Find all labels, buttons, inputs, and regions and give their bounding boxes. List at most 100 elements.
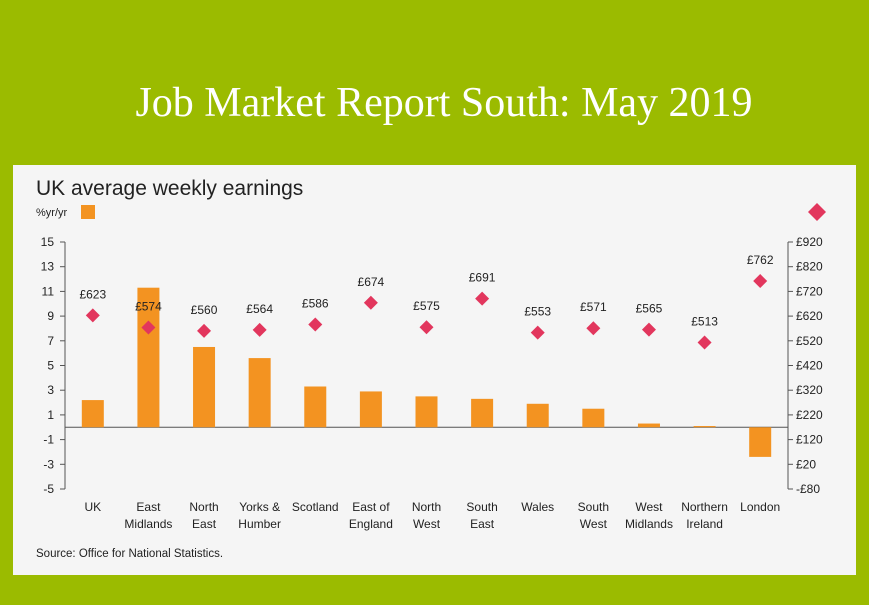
data-label: £762 — [747, 253, 774, 267]
x-tick-label: Northern Ireland — [681, 500, 728, 531]
y-tick-label: 3 — [47, 383, 54, 397]
y2-tick-label: £220 — [796, 408, 823, 422]
y-tick-label: 15 — [41, 235, 55, 249]
diamond-marker — [530, 325, 545, 340]
x-tick-label: Yorks & Humber — [238, 500, 281, 531]
x-tick-label: North East — [189, 500, 218, 531]
x-tick-label: Wales — [521, 500, 554, 514]
bar — [637, 423, 660, 428]
y2-tick-label: £920 — [796, 235, 823, 249]
data-label: £564 — [246, 302, 273, 316]
slide-title: Job Market Report South: May 2019 — [135, 80, 752, 126]
y2-tick-label: £120 — [796, 433, 823, 447]
data-label: £513 — [691, 315, 718, 329]
label-line: Midlands — [625, 517, 673, 531]
bar — [693, 426, 716, 428]
y2-tick-label: £420 — [796, 359, 823, 373]
diamond-marker — [475, 291, 490, 306]
y-tick-label: -5 — [43, 482, 54, 496]
diamond-marker — [141, 320, 156, 335]
data-label: £674 — [358, 275, 385, 289]
label-line: West — [580, 517, 608, 531]
label-line: East — [470, 517, 495, 531]
y-tick-label: 9 — [47, 309, 54, 323]
x-tick-label: South East — [466, 500, 497, 531]
data-label: £574 — [135, 299, 162, 313]
x-tick-label: East Midlands — [124, 500, 172, 531]
bar — [526, 403, 549, 428]
label-line: Northern — [681, 500, 728, 514]
y-tick-label: 7 — [47, 334, 54, 348]
label-line: North — [189, 500, 218, 514]
data-label: £571 — [580, 300, 607, 314]
legend-diamond — [808, 203, 826, 221]
label-line: East — [136, 500, 161, 514]
diamond-marker — [641, 322, 656, 337]
label-line: East — [192, 517, 217, 531]
chart-title: UK average weekly earnings — [36, 177, 303, 200]
x-tick-label: Scotland — [292, 500, 339, 514]
bar — [81, 400, 104, 428]
x-tick-label: North West — [412, 500, 441, 531]
data-label: £586 — [302, 296, 329, 310]
y2-tick-label: £520 — [796, 334, 823, 348]
data-label: £691 — [469, 271, 496, 285]
label-line: West — [413, 517, 441, 531]
diamond-marker — [85, 308, 100, 323]
diamond-marker — [753, 274, 768, 289]
diamond-marker — [252, 322, 267, 337]
bar — [749, 427, 772, 457]
bar — [415, 396, 438, 428]
y2-tick-label: £820 — [796, 260, 823, 274]
diamond-marker — [308, 317, 323, 332]
bar — [248, 358, 271, 428]
y2-tick-label: £720 — [796, 284, 823, 298]
data-label: £560 — [191, 303, 218, 317]
x-tick-label: London — [740, 500, 780, 514]
legend-swatch — [81, 205, 95, 219]
source: Source: Office for National Statistics. — [36, 548, 223, 560]
y-tick-label: 5 — [47, 359, 54, 373]
y-tick-label: 11 — [42, 284, 55, 298]
diamond-marker — [586, 321, 601, 336]
label-line: South — [578, 500, 609, 514]
y2-tick-label: £320 — [796, 383, 823, 397]
x-tick-label: West Midlands — [625, 500, 673, 531]
y-tick-label: 1 — [47, 408, 54, 422]
diamond-marker — [419, 320, 434, 335]
data-label: £565 — [636, 302, 663, 316]
bar — [193, 346, 216, 428]
label-line: North — [412, 500, 441, 514]
bar — [304, 386, 327, 428]
y-tick-label: 13 — [41, 260, 55, 274]
label-line: South — [466, 500, 497, 514]
y-tick-label: -1 — [43, 433, 54, 447]
y2-tick-label: -£80 — [796, 482, 820, 496]
data-label: £575 — [413, 299, 440, 313]
label-line: Humber — [238, 517, 281, 531]
bar — [471, 398, 494, 428]
y-tick-label: -3 — [43, 457, 54, 471]
bar — [137, 287, 160, 428]
y-axis-label: %yr/yr — [36, 207, 68, 219]
diamond-marker — [363, 295, 378, 310]
label-line: England — [349, 517, 393, 531]
x-tick-label: East of England — [349, 500, 393, 531]
x-tick-label: South West — [578, 500, 609, 531]
x-tick-label: UK — [84, 500, 101, 514]
label-line: Ireland — [686, 517, 723, 531]
data-label: £553 — [524, 305, 551, 319]
bar — [582, 408, 605, 428]
label-line: West — [635, 500, 663, 514]
bar — [359, 391, 382, 428]
label-line: East of — [352, 500, 390, 514]
diamond-marker — [697, 335, 712, 350]
label-line: Midlands — [124, 517, 172, 531]
label-line: Yorks & — [239, 500, 280, 514]
y2-tick-label: £620 — [796, 309, 823, 323]
y2-tick-label: £20 — [796, 457, 816, 471]
data-label: £623 — [79, 287, 106, 301]
diamond-marker — [197, 323, 212, 338]
